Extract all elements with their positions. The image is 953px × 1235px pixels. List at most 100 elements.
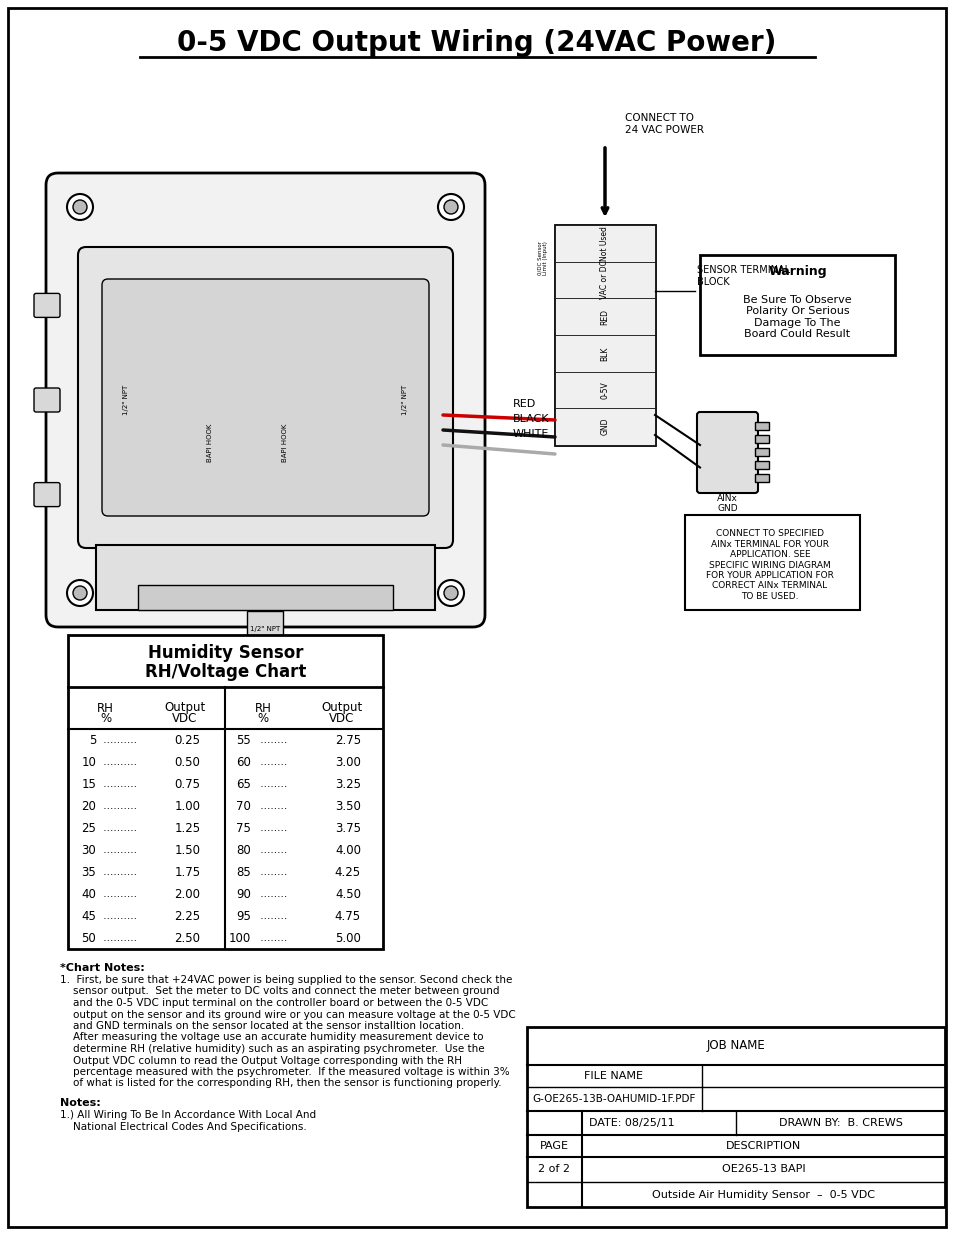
Text: and GND terminals on the sensor located at the sensor installtion location.: and GND terminals on the sensor located …: [60, 1021, 464, 1031]
Text: percentage measured with the psychrometer.  If the measured voltage is within 3%: percentage measured with the psychromete…: [60, 1067, 509, 1077]
Text: 10: 10: [81, 756, 96, 768]
Text: 1/2" NPT: 1/2" NPT: [401, 385, 408, 415]
Text: ........: ........: [256, 802, 287, 811]
Text: BLACK: BLACK: [513, 414, 549, 424]
Text: Be Sure To Observe
Polarity Or Serious
Damage To The
Board Could Result: Be Sure To Observe Polarity Or Serious D…: [742, 295, 851, 340]
Bar: [684, 515, 859, 610]
Circle shape: [437, 580, 463, 606]
Text: ..........: ..........: [99, 802, 136, 811]
Bar: [754, 435, 768, 443]
Text: ..........: ..........: [99, 867, 136, 877]
Text: After measuring the voltage use an accurate humidity measurement device to: After measuring the voltage use an accur…: [60, 1032, 483, 1042]
Text: and the 0-5 VDC input terminal on the controller board or between the 0-5 VDC: and the 0-5 VDC input terminal on the co…: [60, 998, 488, 1008]
FancyBboxPatch shape: [34, 388, 60, 412]
Circle shape: [443, 200, 457, 214]
Text: 0-5 VDC Output Wiring (24VAC Power): 0-5 VDC Output Wiring (24VAC Power): [177, 28, 776, 57]
Text: ........: ........: [256, 911, 287, 921]
Bar: [555, 299, 655, 335]
Text: 2.75: 2.75: [335, 734, 360, 746]
Text: 60: 60: [235, 756, 251, 768]
Text: 15: 15: [81, 778, 96, 790]
Bar: [68, 635, 382, 948]
Text: 5.00: 5.00: [335, 931, 360, 945]
Text: 65: 65: [235, 778, 251, 790]
Text: 95: 95: [235, 909, 251, 923]
Text: Outside Air Humidity Sensor  –  0-5 VDC: Outside Air Humidity Sensor – 0-5 VDC: [651, 1189, 874, 1199]
Text: 0.25: 0.25: [174, 734, 200, 746]
Text: 85: 85: [235, 866, 251, 878]
Text: RH: RH: [97, 701, 114, 715]
Text: *Chart Notes:: *Chart Notes:: [60, 963, 145, 973]
Text: BAPI HOOK: BAPI HOOK: [282, 424, 288, 462]
FancyBboxPatch shape: [34, 483, 60, 506]
Text: 3.50: 3.50: [335, 799, 360, 813]
Text: National Electrical Codes And Specifications.: National Electrical Codes And Specificat…: [60, 1121, 307, 1131]
Text: 30: 30: [82, 844, 96, 857]
Text: 3.25: 3.25: [335, 778, 360, 790]
Text: Output VDC column to read the Output Voltage corresponding with the RH: Output VDC column to read the Output Vol…: [60, 1056, 461, 1066]
Text: ..........: ..........: [99, 911, 136, 921]
Circle shape: [67, 580, 92, 606]
Text: 50: 50: [82, 931, 96, 945]
Text: 1/2" NPT: 1/2" NPT: [250, 626, 280, 632]
Circle shape: [437, 194, 463, 220]
Circle shape: [73, 585, 87, 600]
Bar: [96, 545, 435, 610]
Text: WHITE: WHITE: [513, 429, 549, 438]
Text: ..........: ..........: [99, 823, 136, 832]
Text: ..........: ..........: [99, 889, 136, 899]
Bar: [138, 585, 393, 610]
Text: 35: 35: [82, 866, 96, 878]
Text: %: %: [257, 713, 269, 725]
Text: Output: Output: [321, 701, 362, 715]
Text: GND: GND: [599, 417, 609, 436]
Bar: [555, 335, 655, 372]
Text: 1.25: 1.25: [174, 821, 200, 835]
Text: BLK: BLK: [599, 346, 609, 361]
Text: 0.50: 0.50: [174, 756, 200, 768]
Bar: [526, 1028, 944, 1207]
Text: Humidity Sensor: Humidity Sensor: [148, 645, 303, 662]
Bar: [754, 474, 768, 482]
Text: OE265-13 BAPI: OE265-13 BAPI: [720, 1165, 804, 1174]
Text: DESCRIPTION: DESCRIPTION: [725, 1141, 801, 1151]
Text: ........: ........: [256, 779, 287, 789]
Bar: [555, 225, 655, 262]
Text: 4.25: 4.25: [335, 866, 360, 878]
Text: 1.) All Wiring To Be In Accordance With Local And: 1.) All Wiring To Be In Accordance With …: [60, 1110, 315, 1120]
Text: of what is listed for the corresponding RH, then the sensor is functioning prope: of what is listed for the corresponding …: [60, 1078, 501, 1088]
Bar: [247, 611, 283, 643]
Text: 4.75: 4.75: [335, 909, 360, 923]
Text: 3.00: 3.00: [335, 756, 360, 768]
Bar: [555, 372, 655, 409]
Text: ..........: ..........: [99, 757, 136, 767]
Text: AINx
GND: AINx GND: [717, 494, 738, 514]
Text: ........: ........: [256, 932, 287, 944]
Bar: [555, 262, 655, 299]
FancyBboxPatch shape: [46, 173, 484, 627]
Bar: [555, 409, 655, 445]
Text: Notes:: Notes:: [60, 1098, 101, 1108]
Circle shape: [73, 200, 87, 214]
Text: 4.00: 4.00: [335, 844, 360, 857]
Text: 2.00: 2.00: [174, 888, 200, 900]
Text: 1.50: 1.50: [174, 844, 200, 857]
Text: G-OE265-13B-OAHUMID-1F.PDF: G-OE265-13B-OAHUMID-1F.PDF: [532, 1094, 695, 1104]
Bar: [754, 448, 768, 456]
Text: DRAWN BY:  B. CREWS: DRAWN BY: B. CREWS: [778, 1118, 902, 1128]
Text: RH: RH: [254, 701, 272, 715]
Circle shape: [443, 585, 457, 600]
Text: VAC or DC: VAC or DC: [599, 261, 609, 299]
Text: 1.00: 1.00: [174, 799, 200, 813]
Text: 45: 45: [81, 909, 96, 923]
Text: Not Used: Not Used: [599, 226, 609, 261]
Text: CONNECT TO SPECIFIED
AINx TERMINAL FOR YOUR
APPLICATION. SEE
SPECIFIC WIRING DIA: CONNECT TO SPECIFIED AINx TERMINAL FOR Y…: [705, 530, 833, 600]
Text: 2 of 2: 2 of 2: [537, 1165, 569, 1174]
Bar: [754, 422, 768, 430]
Text: sensor output.  Set the meter to DC volts and connect the meter between ground: sensor output. Set the meter to DC volts…: [60, 987, 499, 997]
Text: 0.75: 0.75: [174, 778, 200, 790]
FancyBboxPatch shape: [34, 294, 60, 317]
Text: FILE NAME: FILE NAME: [584, 1071, 643, 1081]
Text: 80: 80: [235, 844, 251, 857]
Text: 5: 5: [89, 734, 96, 746]
